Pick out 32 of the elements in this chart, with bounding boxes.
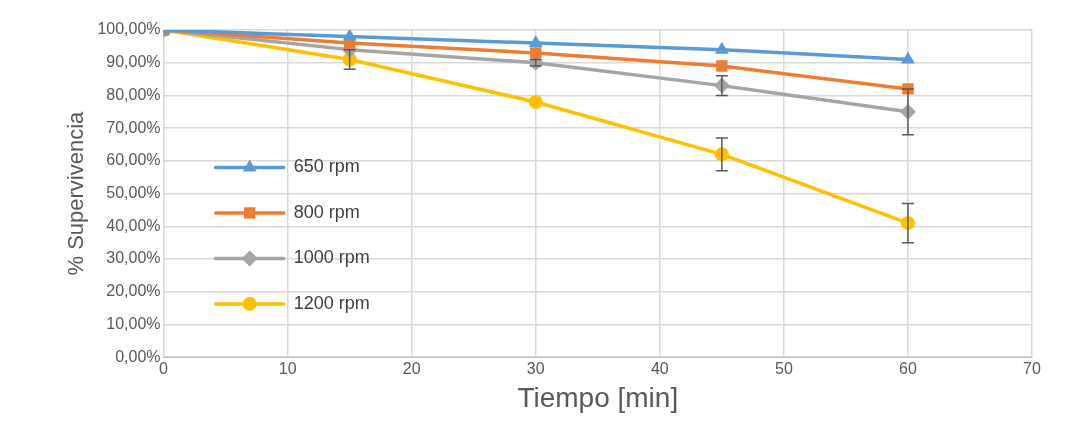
legend-label: 800 rpm bbox=[293, 201, 360, 222]
y-tick-label: 90,00% bbox=[106, 53, 161, 71]
x-tick-label: 70 bbox=[1023, 360, 1041, 378]
point bbox=[342, 30, 357, 41]
x-tick-label: 50 bbox=[774, 360, 793, 378]
point bbox=[714, 41, 729, 54]
y-tick-label: 50,00% bbox=[106, 184, 161, 202]
y-tick-label: 60,00% bbox=[106, 151, 161, 169]
y-tick-label: 30,00% bbox=[106, 249, 161, 267]
x-axis-title: Tiempo [min] bbox=[517, 381, 679, 413]
y-tick-label: 20,00% bbox=[106, 282, 161, 300]
point bbox=[528, 94, 543, 109]
y-tick-label: 10,00% bbox=[106, 314, 161, 332]
x-tick-label: 60 bbox=[899, 360, 917, 378]
y-tick-label: 40,00% bbox=[106, 216, 161, 234]
x-tick-label: 40 bbox=[650, 360, 669, 378]
x-tick-label: 10 bbox=[278, 360, 297, 378]
y-axis-title: % Supervivencia bbox=[63, 110, 89, 276]
legend-label: 1200 rpm bbox=[293, 292, 370, 313]
y-tick-label: 100,00% bbox=[97, 20, 161, 38]
y-tick-label: 80,00% bbox=[106, 85, 161, 103]
x-tick-label: 0 bbox=[159, 360, 169, 378]
point bbox=[528, 35, 543, 48]
legend-label: 650 rpm bbox=[293, 156, 360, 177]
x-tick-label: 20 bbox=[402, 360, 421, 378]
y-tick-label: 70,00% bbox=[106, 118, 161, 136]
point bbox=[901, 51, 915, 64]
point bbox=[716, 60, 728, 72]
y-tick-label: 0,00% bbox=[115, 347, 161, 365]
x-tick-label: 30 bbox=[526, 360, 545, 378]
point bbox=[530, 47, 542, 59]
legend-label: 1000 rpm bbox=[293, 247, 370, 268]
